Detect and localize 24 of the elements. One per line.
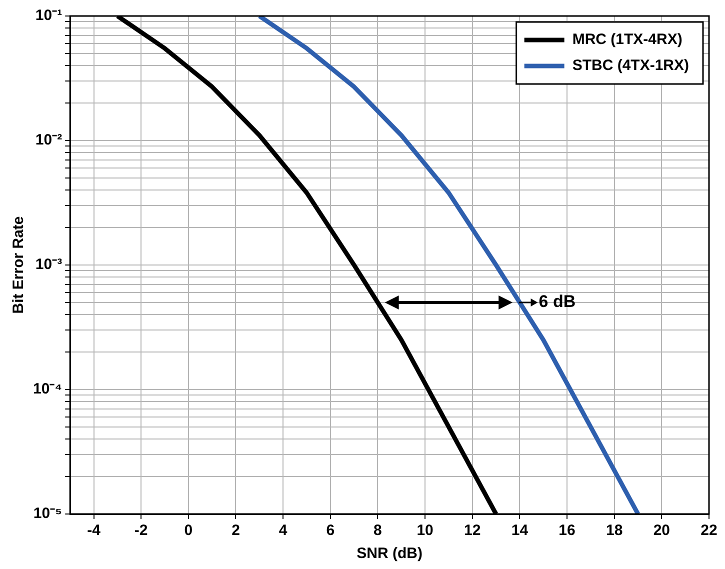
legend-label: MRC (1TX-4RX) [572,31,682,48]
x-tick-label: -2 [134,522,148,540]
x-tick-label: 2 [232,522,240,540]
x-tick-label: 12 [464,522,481,540]
y-tick-label: 10⁻¹ [35,7,62,24]
x-tick-label: 8 [374,522,382,540]
x-tick-label: 4 [278,522,288,540]
y-tick-label: 10⁻³ [35,256,62,274]
y-tick-label: 10⁻² [35,132,62,149]
x-tick-label: 6 [326,522,335,540]
x-tick-label: 10 [416,522,434,540]
annotation: 6 dB [538,292,576,312]
x-tick-label: 18 [606,522,623,540]
y-tick-label: 10⁻⁵ [33,505,62,522]
x-tick-label: -4 [87,522,102,540]
x-tick-label: 14 [511,522,529,540]
x-tick-label: 22 [700,522,718,540]
x-tick-label: 0 [184,522,193,540]
y-tick-label: 10⁻⁴ [32,380,62,398]
x-axis-title: SNR (dB) [356,545,422,562]
x-tick-label: 16 [558,522,576,540]
x-tick-label: 20 [653,522,670,540]
y-axis-title: Bit Error Rate [10,216,28,314]
legend-label: STBC (4TX-1RX) [572,57,690,74]
